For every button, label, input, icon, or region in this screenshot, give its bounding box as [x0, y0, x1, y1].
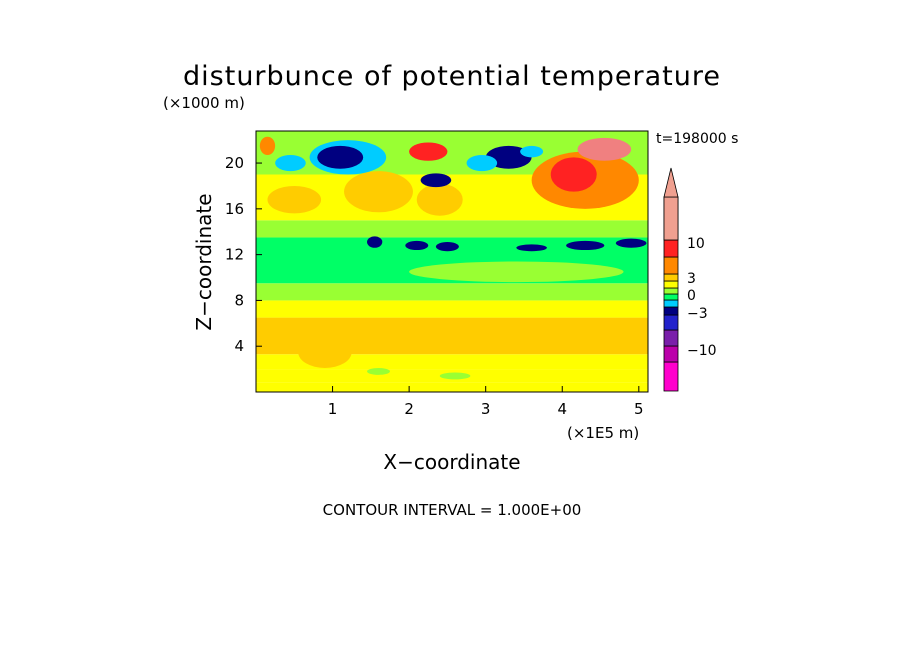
- heatmap-cell-21: [317, 145, 364, 169]
- colorbar-segment-4: [663, 306, 679, 316]
- contour-interval-label: CONTOUR INTERVAL = 1.000E+00: [323, 501, 582, 519]
- x-axis-unit: (×1E5 m): [567, 424, 639, 442]
- colorbar-segment-top: [663, 196, 679, 241]
- chart-title: disturbunce of potential temperature: [183, 61, 721, 92]
- colorbar-segment-3: [663, 314, 679, 331]
- colorbar-arrow: [663, 167, 679, 198]
- heatmap-cell-1: [508, 325, 570, 349]
- heatmap-band-2: [256, 354, 648, 370]
- heatmap-cell-11: [615, 238, 647, 248]
- heatmap-band-7: [256, 220, 648, 238]
- y-axis-label: Z−coordinate: [192, 193, 216, 330]
- time-label: t=198000 s: [656, 131, 738, 147]
- colorbar-tick-label: −10: [687, 343, 717, 359]
- heatmap-band-4: [256, 300, 648, 318]
- y-tick-label: 4: [234, 337, 244, 355]
- x-tick-label: 3: [481, 400, 491, 418]
- heatmap-cell-12: [267, 185, 322, 214]
- colorbar-tick-label: 10: [687, 236, 705, 252]
- colorbar: 10 30 −3 −10: [663, 167, 717, 392]
- heatmap-cell-6: [367, 236, 383, 248]
- colorbar-segment-6: [663, 293, 679, 301]
- heatmap-cell-0: [298, 335, 352, 368]
- colorbar-segment-7: [663, 287, 679, 295]
- heatmap-band-5: [256, 283, 648, 301]
- colorbar-segment-9: [663, 273, 679, 282]
- heatmap-cell-19: [259, 136, 276, 156]
- y-tick-label: 16: [225, 200, 244, 218]
- y-tick-label: 8: [234, 291, 244, 309]
- x-axis-label: X−coordinate: [383, 450, 520, 474]
- heatmap-cell-10: [566, 240, 605, 251]
- heatmap-cell-8: [435, 242, 459, 252]
- heatmap-cell-26: [520, 145, 544, 158]
- heatmap-cell-3: [367, 367, 390, 375]
- colorbar-tick-label: −3: [687, 306, 708, 322]
- heatmap-cell-5: [409, 261, 624, 283]
- heatmap-band-0: [256, 382, 648, 392]
- heatmap-cell-17: [577, 137, 632, 161]
- colorbar-tick-label: 0: [687, 288, 696, 304]
- colorbar-segment-2: [663, 329, 679, 347]
- y-tick-label: 12: [225, 246, 244, 264]
- colorbar-segment-11: [663, 239, 679, 258]
- x-tick-label: 5: [634, 400, 644, 418]
- colorbar-segment-10: [663, 256, 679, 275]
- y-axis-ticks: 4 8 12 16 20: [225, 154, 262, 355]
- heatmap-cell-7: [405, 240, 429, 251]
- colorbar-tick-label: 3: [687, 271, 696, 287]
- heatmap-cell-9: [516, 244, 547, 252]
- y-tick-label: 20: [225, 154, 244, 172]
- heatmap-cell-13: [344, 171, 413, 213]
- heatmap-cell-16: [550, 157, 597, 192]
- colorbar-segment-0: [663, 361, 679, 392]
- y-axis-unit: (×1000 m): [163, 94, 245, 112]
- heatmap-cell-23: [420, 173, 452, 188]
- heatmap-cell-18: [409, 142, 448, 161]
- heatmap-cell-22: [275, 155, 306, 172]
- heatmap-cell-4: [439, 372, 471, 380]
- colorbar-segment-5: [663, 299, 679, 308]
- x-tick-label: 2: [404, 400, 414, 418]
- heatmap-cell-2: [581, 319, 620, 339]
- heatmap-cell-14: [416, 183, 463, 216]
- x-tick-label: 4: [557, 400, 567, 418]
- plot-frame: [255, 130, 649, 393]
- heatmap-cell-25: [466, 155, 498, 172]
- x-axis-ticks: 1 2 3 4 5: [328, 386, 644, 418]
- heatmap-plot: [255, 130, 649, 393]
- x-tick-label: 1: [328, 400, 338, 418]
- colorbar-segment-1: [663, 345, 679, 363]
- colorbar-segment-8: [663, 280, 679, 289]
